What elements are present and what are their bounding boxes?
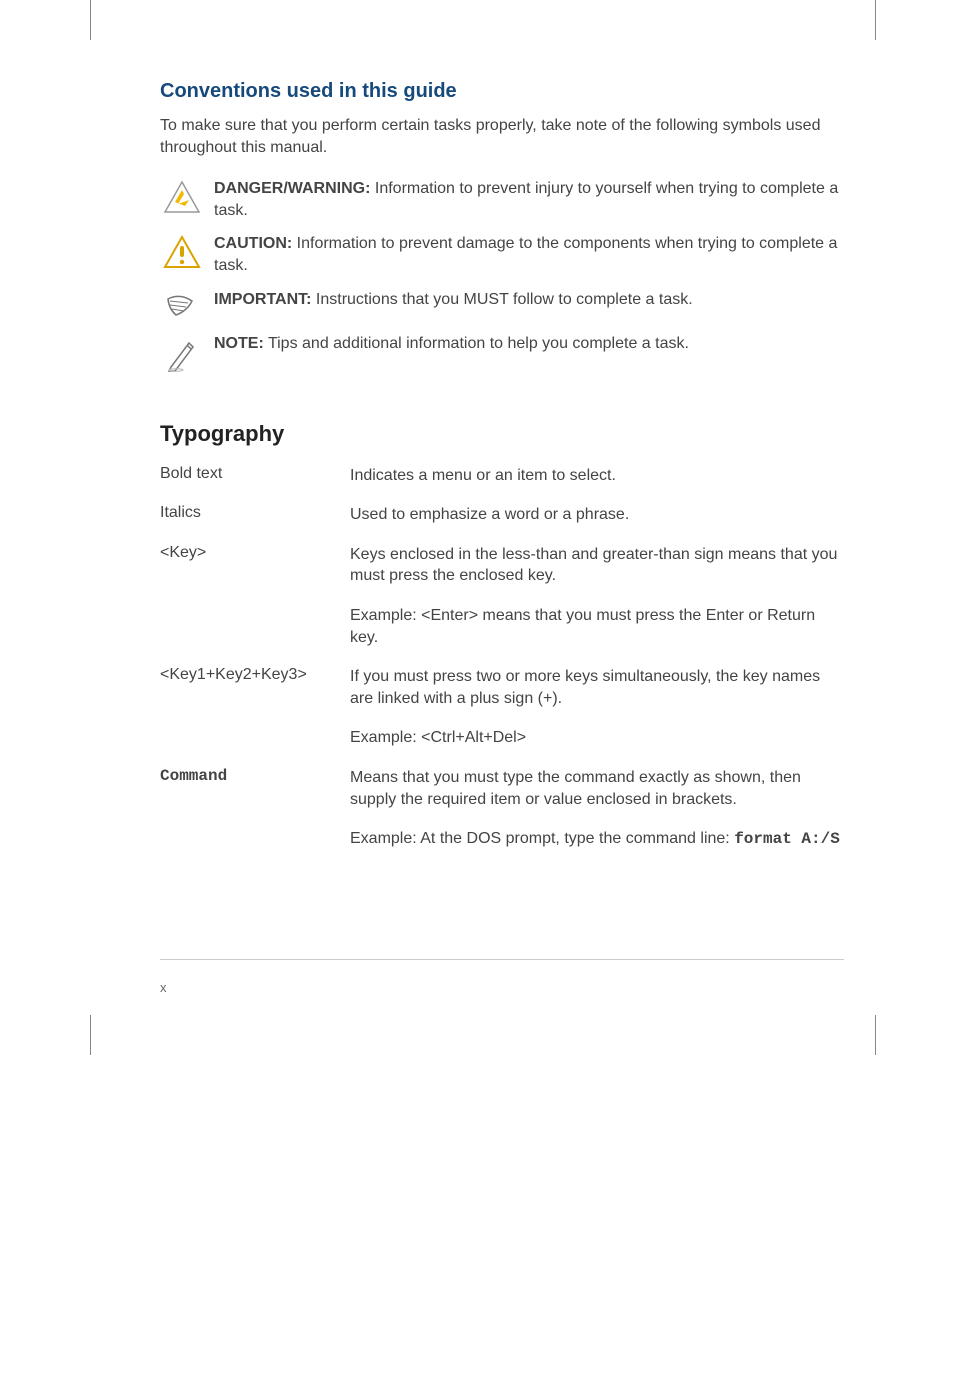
crop-mark [90,0,91,40]
typo-desc: If you must press two or more keys simul… [350,666,844,709]
typo-row: <Key1+Key2+Key3> If you must press two o… [160,666,844,709]
notice-important: IMPORTANT: Instructions that you MUST fo… [160,289,844,321]
conventions-intro: To make sure that you perform certain ta… [160,115,844,158]
typo-desc: Means that you must type the command exa… [350,767,844,810]
notice-text: CAUTION: Information to prevent damage t… [204,233,844,276]
important-icon [160,289,204,321]
typo-term: <Key> [160,544,350,562]
notice-note: NOTE: Tips and additional information to… [160,333,844,373]
crop-mark [90,1015,91,1055]
typo-row: Bold text Indicates a menu or an item to… [160,465,844,487]
typo-term: Italics [160,504,350,522]
typo-desc: Example: <Enter> means that you must pre… [350,605,844,648]
notice-body: Instructions that you MUST follow to com… [311,291,692,308]
crop-marks-top [0,0,954,60]
typo-term: Bold text [160,465,350,483]
notice-lead: DANGER/WARNING: [214,180,370,197]
footer-rule [160,959,844,960]
typo-row: Example: <Ctrl+Alt+Del> [160,727,844,749]
typography-heading: Typography [160,421,844,447]
typo-term: <Key1+Key2+Key3> [160,666,350,684]
typo-row: Example: At the DOS prompt, type the com… [160,828,844,851]
crop-mark [875,1015,876,1055]
typo-desc: Example: <Ctrl+Alt+Del> [350,727,526,749]
notice-lead: CAUTION: [214,235,292,252]
typo-desc: Example: At the DOS prompt, type the com… [350,828,840,851]
typo-desc: Indicates a menu or an item to select. [350,465,616,487]
notice-body: Information to prevent damage to the com… [214,235,837,274]
notice-text: NOTE: Tips and additional information to… [204,333,689,355]
page-content: Conventions used in this guide To make s… [0,60,954,909]
typo-example-pre: Example: At the DOS prompt, type the com… [350,830,734,847]
page-number: x [0,980,954,995]
conventions-heading: Conventions used in this guide [160,80,844,103]
caution-icon [160,233,204,269]
note-icon [160,333,204,373]
notice-text: DANGER/WARNING: Information to prevent i… [204,178,844,221]
crop-mark [875,0,876,40]
notice-danger: DANGER/WARNING: Information to prevent i… [160,178,844,221]
typo-desc: Keys enclosed in the less-than and great… [350,544,844,587]
notice-text: IMPORTANT: Instructions that you MUST fo… [204,289,693,311]
notice-caution: CAUTION: Information to prevent damage t… [160,233,844,276]
typo-desc: Used to emphasize a word or a phrase. [350,504,629,526]
typo-example-mono: format A:/S [734,830,840,848]
typo-row: <Key> Keys enclosed in the less-than and… [160,544,844,587]
notice-body: Tips and additional information to help … [264,335,689,352]
typo-row: Italics Used to emphasize a word or a ph… [160,504,844,526]
typo-row: Command Means that you must type the com… [160,767,844,810]
danger-icon [160,178,204,214]
crop-marks-bottom [0,995,954,1055]
notice-lead: IMPORTANT: [214,291,311,308]
typo-term-command: Command [160,767,350,785]
typo-row: Example: <Enter> means that you must pre… [160,605,844,648]
notice-lead: NOTE: [214,335,264,352]
